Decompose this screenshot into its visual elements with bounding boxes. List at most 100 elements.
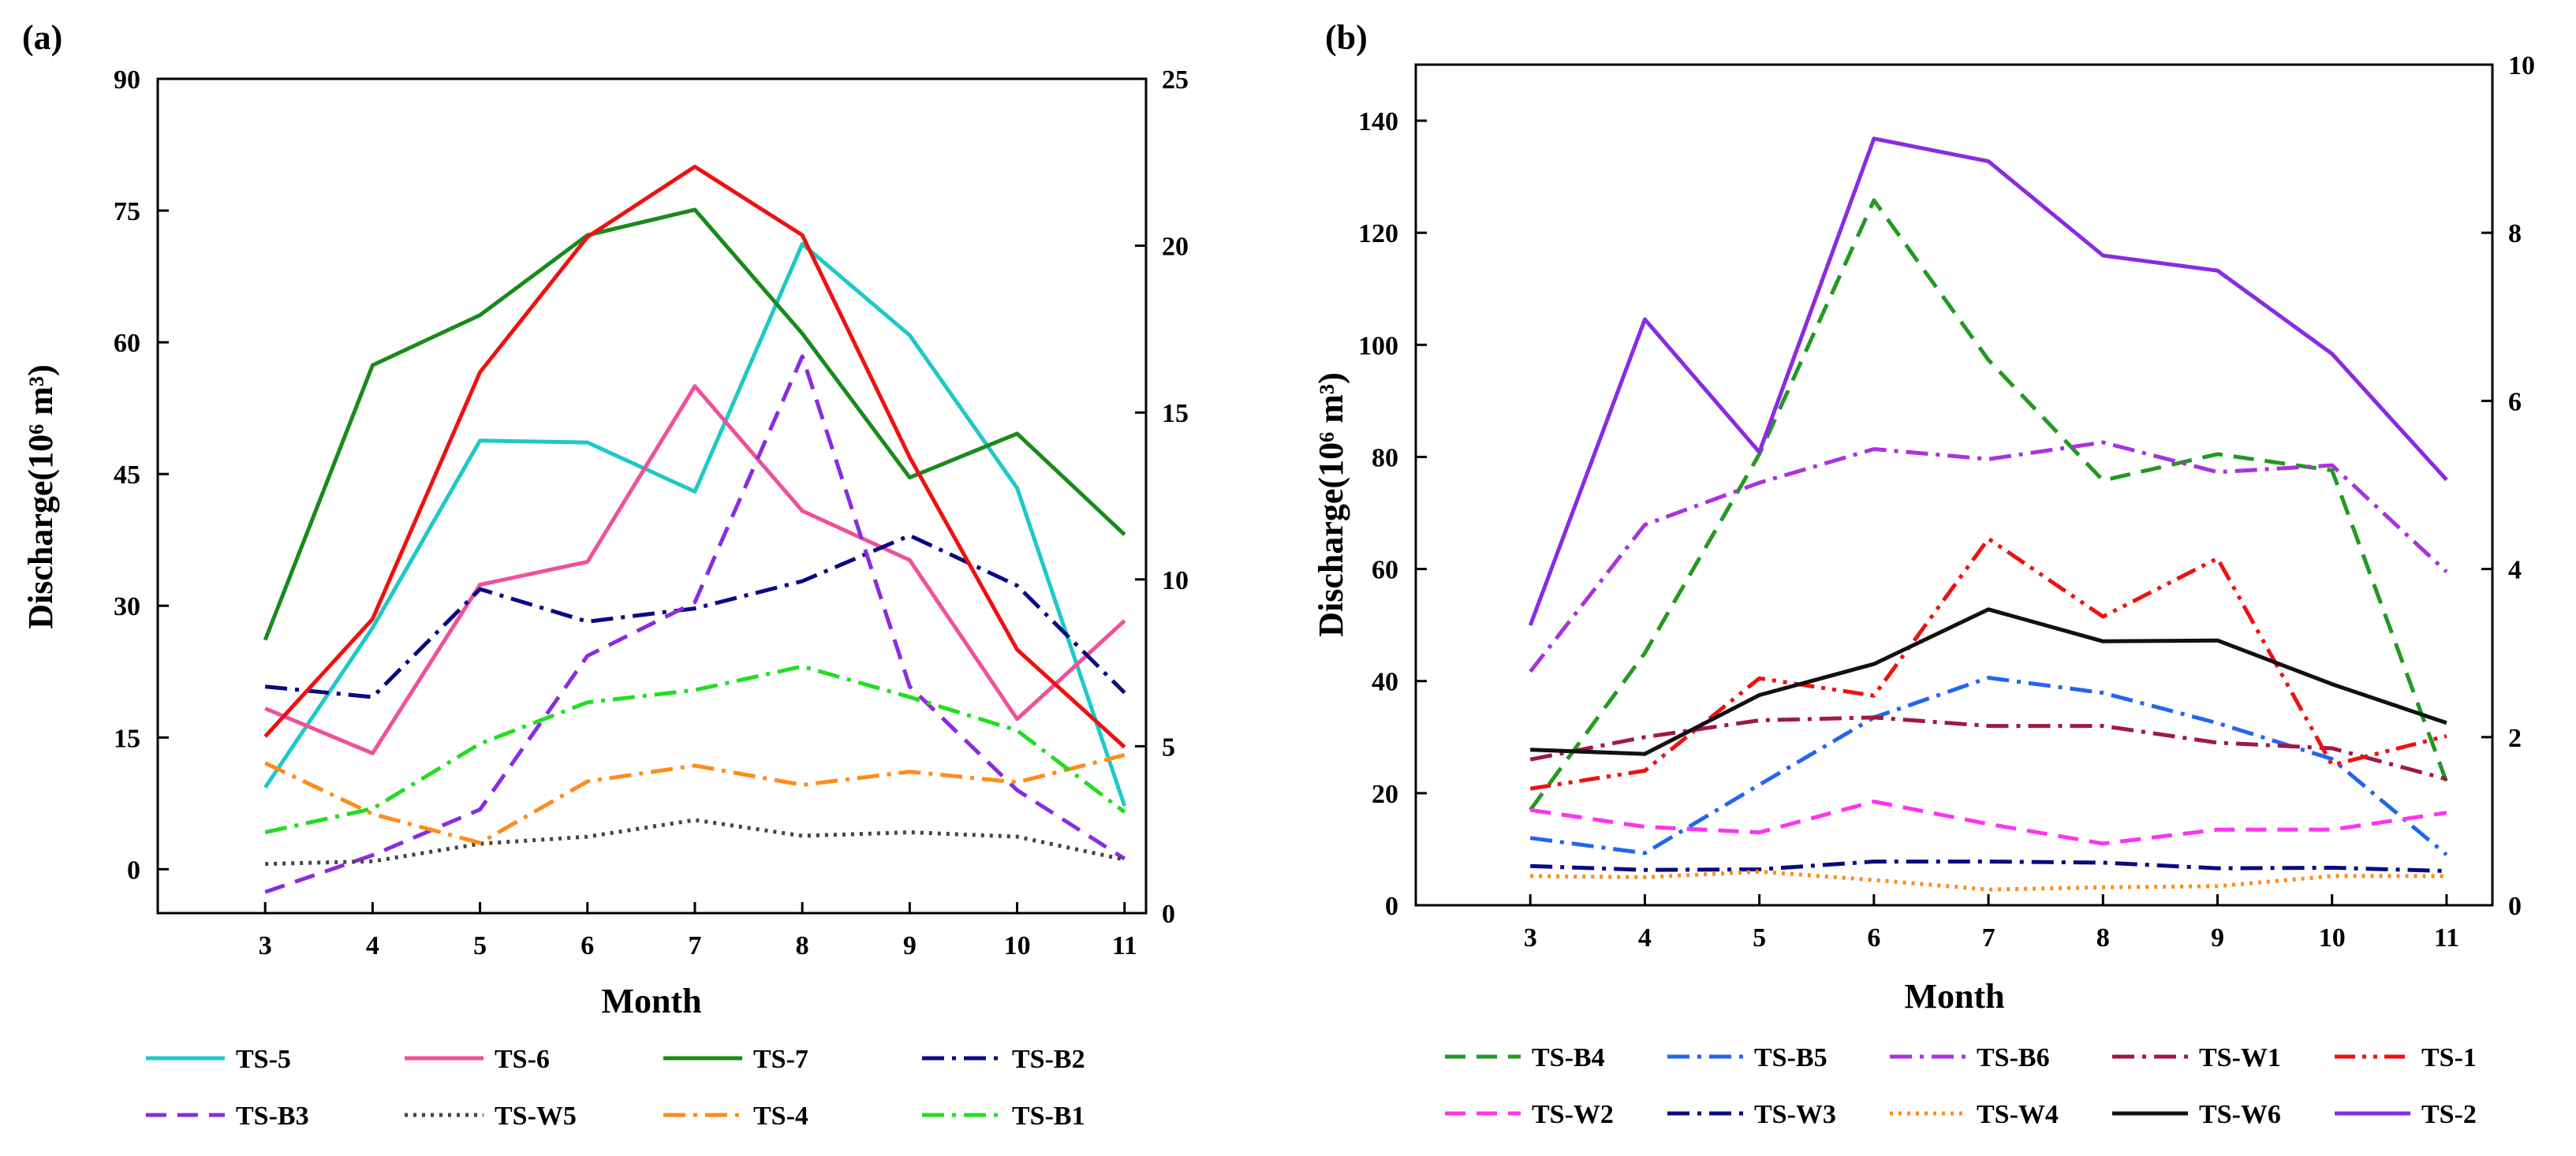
x-ticks-a: 3 4 5 6 7 8 9 10 11 — [259, 902, 1137, 960]
plot-frame-a — [156, 77, 1148, 915]
y-tick-label: 60 — [1372, 556, 1398, 585]
legend-item: TS-W4 — [1890, 1100, 2059, 1129]
legend-item: TS-6 — [405, 1045, 550, 1074]
legend-item: TS-1 — [2335, 1043, 2477, 1072]
legend-label: TS-7 — [753, 1045, 808, 1074]
y2-tick-label: 8 — [2508, 219, 2522, 248]
series-line-ts-b4 — [1529, 198, 2449, 811]
series-line-ts-3 — [263, 164, 1126, 749]
series-line-ts-w4 — [1530, 869, 2447, 892]
legend-label: TS-W4 — [1977, 1100, 2059, 1129]
legend-label: TS-W6 — [2199, 1100, 2281, 1129]
x-tick-label: 3 — [259, 931, 272, 960]
series-line-ts-1 — [1529, 536, 2447, 791]
y-tick-label: 60 — [114, 329, 140, 358]
y2-tick-label: 10 — [1162, 566, 1189, 595]
y-ticks-right-a: 0 5 10 15 20 25 — [1135, 65, 1189, 929]
x-axis-label-a: Month — [601, 982, 701, 1020]
y-tick-label: 20 — [1372, 780, 1398, 809]
y-tick-label: 0 — [127, 856, 140, 885]
legend-b: TS-B4 TS-B5 TS-B6 TS-W1 TS-1 TS-W2 TS-W3 TS-W4 T… — [1445, 1043, 2477, 1129]
legend-item: TS-2 — [2335, 1100, 2477, 1129]
legend-item: TS-B3 — [146, 1102, 309, 1131]
legend-label: TS-B4 — [1532, 1043, 1605, 1072]
y2-tick-label: 10 — [2508, 51, 2535, 80]
series-layer-b — [1528, 136, 2449, 892]
x-tick-label: 4 — [1638, 923, 1652, 953]
y-tick-label: 40 — [1372, 668, 1398, 697]
legend-item: TS-B1 — [922, 1102, 1085, 1131]
legend-item: TS-W3 — [1667, 1100, 1836, 1129]
panel-b: (b) 0 20 40 60 80 100 120 140 0 2 4 6 8 10 3 4 5 6 7 8 9 10… — [1312, 18, 2535, 1129]
legend-item: TS-B2 — [922, 1045, 1085, 1074]
x-ticks-b: 3 4 5 6 7 8 9 10 11 — [1524, 894, 2459, 953]
x-tick-label: 10 — [1004, 931, 1031, 960]
y-tick-label: 120 — [1358, 219, 1398, 248]
legend-item: TS-W6 — [2112, 1100, 2281, 1129]
panel-label-b: (b) — [1325, 18, 1368, 57]
y-tick-label: 90 — [114, 65, 140, 95]
series-line-ts-b2 — [264, 533, 1126, 699]
x-tick-label: 6 — [1867, 923, 1880, 953]
series-line-ts-6 — [264, 384, 1126, 755]
legend-label: TS-W2 — [1532, 1100, 1614, 1129]
legend-label: TS-2 — [2421, 1100, 2477, 1129]
legend-item: TS-B4 — [1445, 1043, 1605, 1072]
y-tick-label: 75 — [114, 197, 140, 226]
y2-tick-label: 6 — [2508, 387, 2522, 416]
y2-tick-label: 5 — [1162, 733, 1175, 762]
y-ticks-left-a: 0 15 30 45 60 75 90 — [114, 65, 169, 885]
x-tick-label: 4 — [366, 931, 379, 960]
legend-item: TS-W5 — [405, 1102, 577, 1131]
series-line-ts-b1 — [264, 664, 1126, 834]
x-tick-label: 7 — [1982, 923, 1995, 953]
y-tick-label: 0 — [1385, 892, 1398, 921]
series-line-ts-b3 — [264, 354, 1126, 894]
legend-label: TS-5 — [236, 1045, 291, 1074]
x-tick-label: 8 — [796, 931, 809, 960]
legend-label: TS-B6 — [1977, 1043, 2050, 1072]
x-tick-label: 5 — [473, 931, 487, 960]
legend-label: TS-4 — [753, 1102, 808, 1131]
x-axis-label-b: Month — [1904, 977, 2004, 1016]
legend-item: TS-4 — [663, 1102, 808, 1131]
series-line-ts-5 — [263, 241, 1127, 807]
x-tick-label: 6 — [581, 931, 594, 960]
series-line-ts-w5 — [265, 818, 1126, 867]
series-line-ts-w1 — [1529, 715, 2447, 781]
series-line-ts-2 — [1528, 136, 2448, 626]
series-line-ts-7 — [263, 207, 1126, 641]
legend-label: TS-W3 — [1754, 1100, 1836, 1129]
x-tick-label: 5 — [1753, 923, 1766, 953]
legend-label: TS-W5 — [495, 1102, 577, 1131]
y2-tick-label: 2 — [2508, 724, 2522, 753]
series-line-ts-w2 — [1529, 800, 2447, 846]
legend-label: TS-B3 — [236, 1102, 309, 1131]
plot-frame-b — [1414, 63, 2494, 907]
x-tick-label: 9 — [2211, 923, 2224, 953]
legend-label: TS-W1 — [2199, 1043, 2281, 1072]
series-line-ts-b5 — [1529, 676, 2448, 856]
y2-tick-label: 4 — [2508, 556, 2522, 585]
legend-label: TS-B5 — [1754, 1043, 1827, 1072]
y-ticks-left-b: 0 20 40 60 80 100 120 140 — [1358, 107, 1427, 921]
legend-item: TS-W1 — [2112, 1043, 2281, 1072]
y2-tick-label: 25 — [1162, 65, 1189, 95]
y-tick-label: 45 — [114, 461, 140, 490]
y-tick-label: 100 — [1358, 331, 1398, 360]
y-tick-label: 140 — [1358, 107, 1398, 136]
y2-tick-label: 20 — [1162, 233, 1189, 262]
y2-tick-label: 0 — [2508, 892, 2522, 921]
series-line-ts-4 — [264, 753, 1126, 845]
y-ticks-right-b: 0 2 4 6 8 10 — [2481, 51, 2535, 921]
x-tick-label: 8 — [2096, 923, 2110, 953]
legend-label: TS-1 — [2421, 1043, 2477, 1072]
legend-label: TS-B2 — [1012, 1045, 1085, 1074]
y-tick-label: 15 — [114, 724, 140, 753]
y-tick-label: 80 — [1372, 443, 1398, 472]
legend-label: TS-6 — [495, 1045, 550, 1074]
x-tick-label: 9 — [903, 931, 917, 960]
